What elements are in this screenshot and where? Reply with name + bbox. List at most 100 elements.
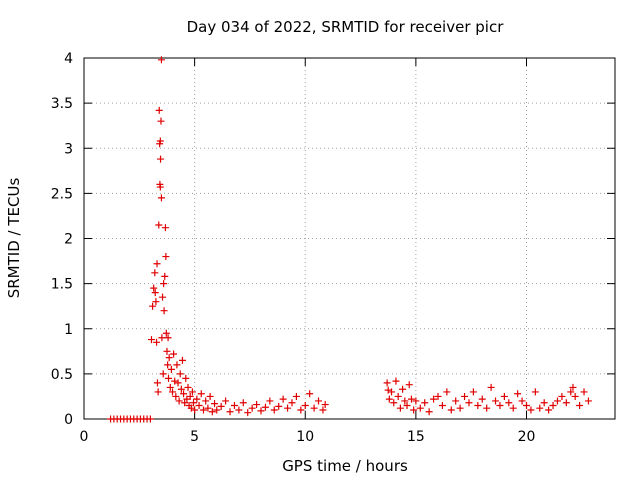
data-point xyxy=(157,56,165,64)
data-point xyxy=(171,377,179,385)
y-tick-label: 0.5 xyxy=(51,367,73,383)
data-point xyxy=(545,406,553,414)
data-point xyxy=(270,406,278,414)
data-point xyxy=(284,404,292,412)
data-point xyxy=(571,392,579,400)
data-point xyxy=(487,383,495,391)
data-point xyxy=(188,388,196,396)
y-tick-label: 2 xyxy=(64,232,73,248)
data-point xyxy=(438,401,446,409)
data-point xyxy=(292,392,300,400)
x-axis-label: GPS time / hours xyxy=(282,457,408,475)
data-point xyxy=(162,253,170,261)
data-point xyxy=(399,385,407,393)
data-point xyxy=(153,338,161,346)
y-axis-label: SRMTID / TECUs xyxy=(5,178,23,299)
data-point xyxy=(478,395,486,403)
data-point xyxy=(176,370,184,378)
data-point xyxy=(182,374,190,382)
data-point xyxy=(509,404,517,412)
data-point xyxy=(253,401,261,409)
data-point xyxy=(206,392,214,400)
data-point xyxy=(385,395,393,403)
data-point xyxy=(222,397,230,405)
data-point xyxy=(496,401,504,409)
data-point xyxy=(392,377,400,385)
data-point xyxy=(167,365,175,373)
data-point xyxy=(261,403,269,411)
data-point xyxy=(161,224,169,232)
data-point xyxy=(576,401,584,409)
data-point xyxy=(297,406,305,414)
data-point xyxy=(173,361,181,369)
data-point xyxy=(505,399,513,407)
data-point xyxy=(157,117,165,125)
data-point xyxy=(412,397,420,405)
data-point xyxy=(396,404,404,412)
data-point xyxy=(161,272,169,280)
data-point xyxy=(388,388,396,396)
data-point xyxy=(164,334,172,342)
data-point xyxy=(155,106,163,114)
data-point xyxy=(211,400,219,408)
data-point xyxy=(180,390,188,398)
x-tick-label: 10 xyxy=(296,429,314,445)
data-point xyxy=(319,406,327,414)
data-point xyxy=(235,406,243,414)
data-point xyxy=(394,392,402,400)
data-point xyxy=(461,392,469,400)
data-point xyxy=(443,388,451,396)
data-point xyxy=(169,388,176,396)
data-point xyxy=(160,280,168,288)
data-point xyxy=(155,221,163,229)
data-point xyxy=(456,404,464,412)
y-tick-label: 0 xyxy=(64,412,73,428)
data-point xyxy=(401,397,409,405)
data-point xyxy=(157,194,165,202)
data-point xyxy=(172,392,180,400)
x-tick-label: 0 xyxy=(80,429,89,445)
data-point xyxy=(151,289,159,297)
data-point xyxy=(193,395,201,403)
data-point xyxy=(390,399,398,407)
data-point xyxy=(425,408,433,416)
data-point xyxy=(213,406,221,414)
data-point xyxy=(514,390,522,398)
data-point xyxy=(584,397,592,405)
data-point xyxy=(540,399,548,407)
data-point xyxy=(315,397,323,405)
data-point xyxy=(562,399,570,407)
y-tick-label: 3.5 xyxy=(51,96,73,112)
data-point xyxy=(288,399,296,407)
x-tick-label: 15 xyxy=(407,429,425,445)
data-point xyxy=(164,361,172,369)
data-point xyxy=(186,392,194,400)
data-point xyxy=(553,397,561,405)
data-point xyxy=(157,155,165,163)
data-point xyxy=(421,399,429,407)
x-tick-label: 5 xyxy=(190,429,199,445)
data-point xyxy=(558,392,566,400)
data-point xyxy=(244,409,252,417)
data-point xyxy=(154,388,162,396)
data-point xyxy=(156,183,164,191)
data-point xyxy=(310,404,318,412)
data-point xyxy=(165,354,173,362)
data-point xyxy=(430,395,438,403)
data-point xyxy=(226,408,234,416)
data-point xyxy=(156,137,164,145)
data-point xyxy=(146,415,154,423)
data-point xyxy=(536,404,544,412)
data-point xyxy=(162,329,170,337)
y-tick-label: 3 xyxy=(64,141,73,157)
data-point xyxy=(230,401,238,409)
data-point xyxy=(190,399,198,407)
data-point xyxy=(191,406,199,414)
data-point xyxy=(147,336,155,344)
plot-frame xyxy=(83,57,616,420)
data-point xyxy=(165,374,173,382)
data-point xyxy=(197,390,205,398)
data-point xyxy=(174,379,182,387)
data-point xyxy=(195,401,203,409)
